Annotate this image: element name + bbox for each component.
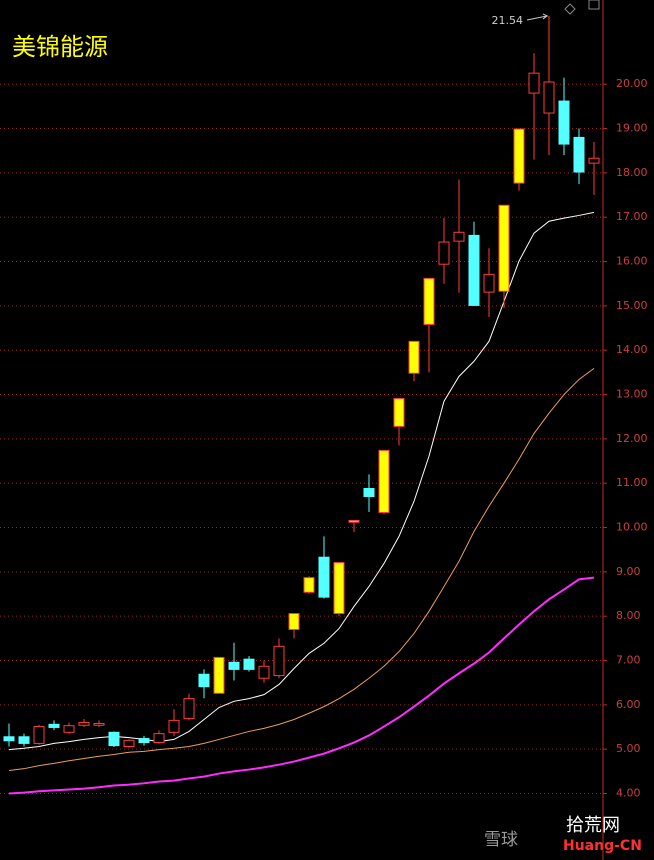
watermark-right: 拾荒网 [566, 815, 620, 836]
candle-body [48, 723, 60, 728]
candle-body [3, 736, 15, 742]
candle-body [513, 128, 525, 184]
candle-body [333, 562, 345, 615]
y-tick-label: 18.00 [616, 166, 648, 179]
candle-body [543, 81, 555, 114]
candle-body [393, 398, 405, 427]
icon[interactable] [588, 0, 600, 10]
candle-body [168, 719, 180, 733]
candle-body [153, 733, 165, 744]
candle-body [183, 698, 195, 720]
y-tick-label: 13.00 [616, 388, 648, 401]
y-tick-label: 7.00 [616, 654, 641, 667]
y-tick-label: 11.00 [616, 476, 648, 489]
candle-body [438, 241, 450, 265]
candle-body [378, 449, 390, 513]
candle-body [138, 738, 150, 744]
candle-body [228, 661, 240, 670]
watermark-right-sub: Huang-CN [563, 838, 642, 854]
watermark-left: 雪球 [484, 830, 518, 850]
y-tick-label: 15.00 [616, 299, 648, 312]
max-arrow [526, 13, 549, 21]
y-tick-label: 12.00 [616, 432, 648, 445]
candle-body [453, 231, 465, 242]
candle-body [63, 725, 75, 733]
y-tick-label: 10.00 [616, 521, 648, 534]
candle-body [198, 673, 210, 688]
y-tick-label: 8.00 [616, 609, 641, 622]
candle-body [483, 273, 495, 293]
y-tick-label: 6.00 [616, 698, 641, 711]
candle-body [258, 665, 270, 679]
y-tick-label: 16.00 [616, 255, 648, 268]
candle-body [318, 556, 330, 598]
candle-body [528, 72, 540, 94]
candle-body [498, 204, 510, 292]
candle-body [273, 645, 285, 677]
candle-body [108, 731, 120, 747]
y-tick-label: 5.00 [616, 742, 641, 755]
candle-body [468, 234, 480, 306]
candle-body [408, 340, 420, 374]
y-tick-label: 4.00 [616, 787, 641, 800]
max-label: 21.54 [492, 14, 524, 27]
candle-body [93, 722, 105, 726]
candle-body [288, 613, 300, 630]
moving-average-line [8, 211, 595, 751]
candle-body [423, 277, 435, 325]
chart-title: 美锦能源 [12, 33, 108, 61]
y-tick-label: 17.00 [616, 210, 648, 223]
candle-body [18, 736, 30, 744]
y-tick-label: 20.00 [616, 77, 648, 90]
candle-body [303, 577, 315, 593]
candle-body [363, 488, 375, 497]
y-tick-label: 19.00 [616, 122, 648, 135]
moving-average-line [8, 367, 595, 771]
candle-body [348, 519, 360, 523]
moving-average-line [8, 576, 595, 795]
candle-body [123, 739, 135, 748]
y-tick-label: 14.00 [616, 343, 648, 356]
candle-body [78, 722, 90, 726]
y-tick-label: 9.00 [616, 565, 641, 578]
candle-body [588, 157, 600, 164]
candle-body [213, 656, 225, 694]
candle-body [243, 658, 255, 670]
candle-body [33, 726, 45, 744]
candle-body [558, 100, 570, 145]
icon[interactable] [564, 3, 576, 15]
candle-body [573, 136, 585, 173]
